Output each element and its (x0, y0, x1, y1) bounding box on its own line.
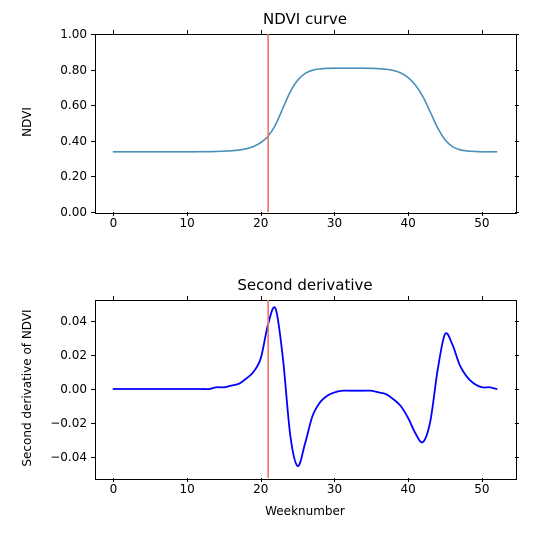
axes-ndvi (95, 34, 517, 214)
y-tick-mark (91, 457, 95, 458)
x-tick-label: 40 (401, 482, 416, 496)
y-tick-mark (91, 34, 95, 35)
x-tick-label: 50 (474, 482, 489, 496)
y-tick-mark (515, 70, 519, 71)
x-tick-mark (482, 30, 483, 34)
y-tick-mark (91, 141, 95, 142)
y-tick-label: 0.60 (0, 98, 87, 112)
y-tick-mark (515, 321, 519, 322)
y-tick-mark (91, 70, 95, 71)
y-tick-mark (515, 355, 519, 356)
x-tick-label: 0 (110, 482, 118, 496)
y-tick-label: 0.02 (0, 348, 87, 362)
y-tick-label: −0.02 (0, 416, 87, 430)
x-tick-mark (408, 296, 409, 300)
x-tick-mark (334, 296, 335, 300)
x-tick-mark (187, 30, 188, 34)
x-axis-label-d2: Weeknumber (95, 504, 515, 518)
x-tick-label: 50 (474, 216, 489, 230)
y-tick-mark (91, 212, 95, 213)
y-tick-mark (515, 34, 519, 35)
y-tick-mark (515, 141, 519, 142)
y-tick-mark (91, 423, 95, 424)
x-tick-mark (482, 296, 483, 300)
x-tick-mark (113, 296, 114, 300)
y-tick-mark (91, 176, 95, 177)
x-tick-mark (261, 296, 262, 300)
y-tick-label: 0.04 (0, 314, 87, 328)
x-tick-label: 20 (253, 482, 268, 496)
y-tick-mark (515, 105, 519, 106)
x-tick-label: 0 (110, 216, 118, 230)
y-tick-label: 0.00 (0, 382, 87, 396)
y-tick-mark (91, 105, 95, 106)
chart-title-ndvi: NDVI curve (95, 10, 515, 28)
y-tick-mark (91, 389, 95, 390)
x-tick-label: 40 (401, 216, 416, 230)
y-tick-label: 1.00 (0, 27, 87, 41)
x-tick-label: 20 (253, 216, 268, 230)
x-tick-label: 10 (179, 482, 194, 496)
x-tick-mark (113, 30, 114, 34)
x-tick-label: 30 (327, 216, 342, 230)
y-tick-mark (515, 176, 519, 177)
y-tick-mark (515, 423, 519, 424)
y-tick-mark (515, 212, 519, 213)
chart-title-d2: Second derivative (95, 276, 515, 294)
x-tick-mark (408, 30, 409, 34)
x-tick-label: 10 (179, 216, 194, 230)
x-tick-label: 30 (327, 482, 342, 496)
y-tick-mark (515, 457, 519, 458)
y-tick-mark (91, 355, 95, 356)
y-tick-label: 0.80 (0, 63, 87, 77)
y-tick-label: 0.40 (0, 134, 87, 148)
x-tick-mark (261, 30, 262, 34)
y-axis-label-ndvi: NDVI (20, 32, 34, 212)
y-tick-label: −0.04 (0, 450, 87, 464)
y-tick-mark (91, 321, 95, 322)
y-tick-mark (515, 389, 519, 390)
figure: NDVI curve NDVI 0 10 20 30 40 50 0.00 0.20 0.40 0.6… (0, 0, 542, 534)
x-tick-mark (187, 296, 188, 300)
y-tick-label: 0.00 (0, 205, 87, 219)
x-tick-mark (334, 30, 335, 34)
axes-d2 (95, 300, 517, 480)
y-tick-label: 0.20 (0, 169, 87, 183)
